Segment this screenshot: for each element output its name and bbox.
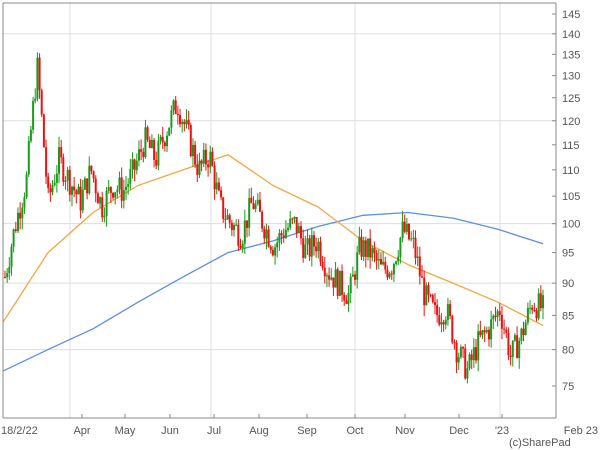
x-tick-label: Oct: [346, 425, 363, 437]
y-tick-label: 85: [562, 310, 574, 322]
y-tick-label: 140: [562, 29, 580, 41]
y-tick-label: 105: [562, 191, 580, 203]
x-tick-label: Nov: [395, 425, 415, 437]
copyright-label: (c)SharePad: [509, 437, 571, 449]
y-tick-label: 80: [562, 345, 574, 357]
x-tick-label: Jul: [207, 425, 221, 437]
x-tick-label: Feb 23: [564, 425, 598, 437]
candlestick-series: [4, 52, 544, 384]
x-tick-label: May: [115, 425, 136, 437]
x-tick-label: '23: [495, 425, 509, 437]
y-tick-label: 90: [562, 278, 574, 290]
long-moving-average-line: [2, 211, 544, 372]
y-axis: 145 140 135 130 125 120 115 110 105 100 95 90 85 80 75: [552, 9, 580, 393]
y-tick-label: 135: [562, 49, 580, 61]
short-moving-average-line: [2, 154, 544, 326]
x-tick-label: Dec: [449, 425, 469, 437]
y-tick-label: 95: [562, 248, 574, 260]
y-tick-label: 120: [562, 116, 580, 128]
plot-frame: [2, 2, 557, 419]
y-tick-label: 75: [562, 381, 574, 393]
y-tick-label: 125: [562, 93, 580, 105]
x-tick-label: 18/2/22: [1, 425, 38, 437]
x-tick-label: Apr: [73, 425, 90, 437]
y-tick-label: 130: [562, 71, 580, 83]
x-tick-label: Sep: [297, 425, 317, 437]
x-tick-label: Jun: [161, 425, 179, 437]
y-tick-label: 115: [562, 140, 580, 152]
y-tick-label: 110: [562, 165, 580, 177]
gridlines: [3, 3, 556, 418]
y-tick-label: 100: [562, 219, 580, 231]
y-tick-label: 145: [562, 9, 580, 21]
x-axis: 18/2/22 Apr May Jun Jul Aug Sep Oct Nov Dec '23 Feb…: [1, 414, 598, 437]
x-tick-label: Aug: [249, 425, 269, 437]
